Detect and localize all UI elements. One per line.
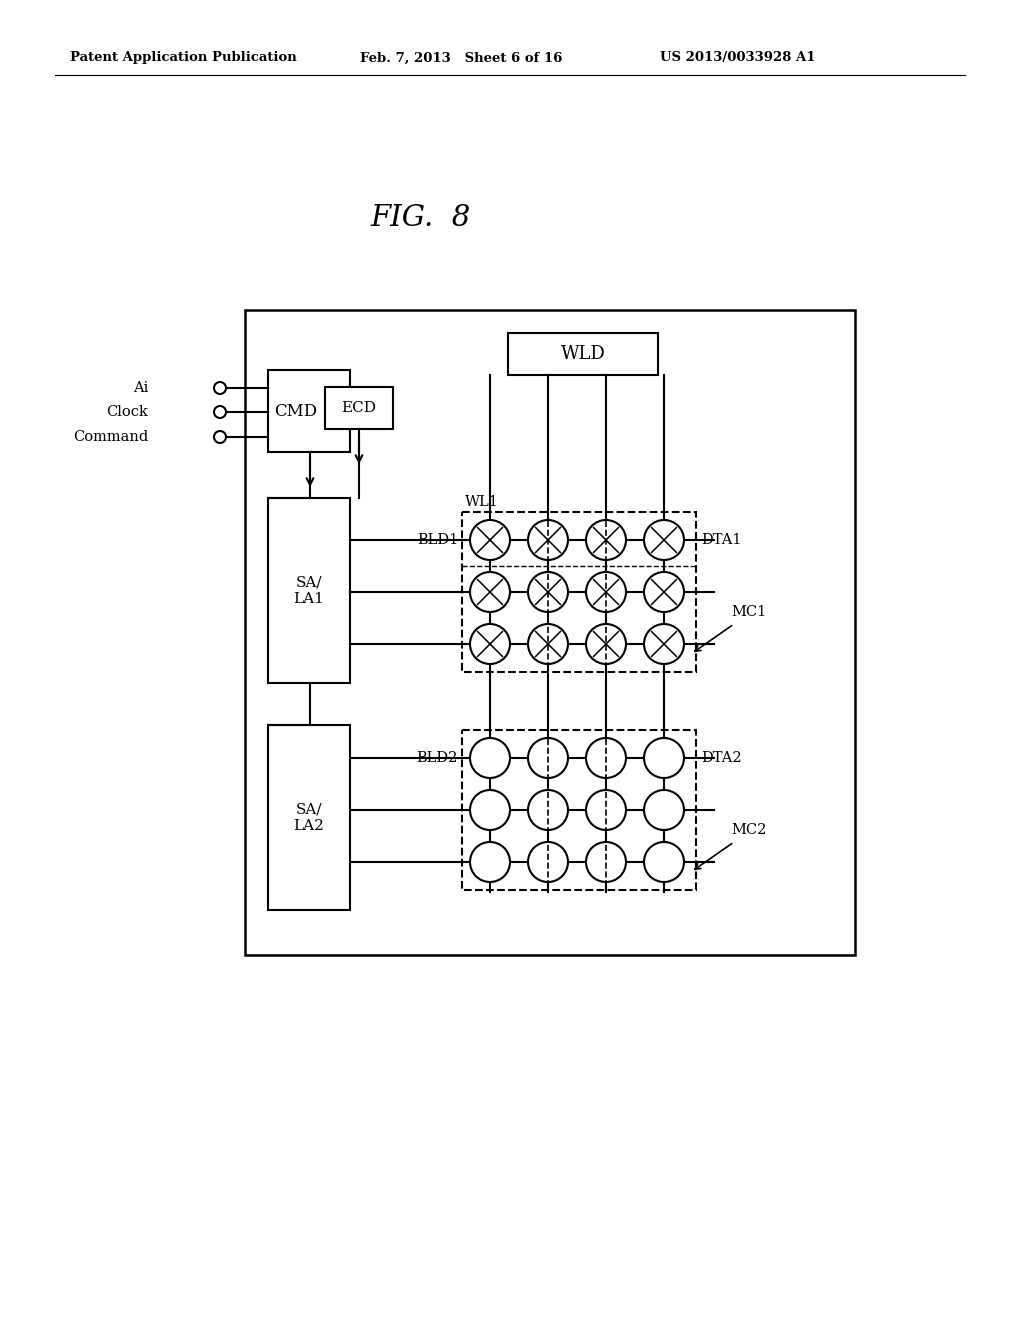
Text: DTA2: DTA2 [701, 751, 741, 766]
Circle shape [586, 572, 626, 612]
Circle shape [528, 842, 568, 882]
Circle shape [586, 520, 626, 560]
Circle shape [470, 789, 510, 830]
Text: Patent Application Publication: Patent Application Publication [70, 51, 297, 65]
Circle shape [644, 520, 684, 560]
Circle shape [470, 624, 510, 664]
Circle shape [586, 624, 626, 664]
Circle shape [644, 789, 684, 830]
Text: WL1: WL1 [465, 495, 499, 510]
Bar [268, 498, 350, 682]
Text: WLD: WLD [560, 345, 605, 363]
Circle shape [214, 432, 226, 444]
Bar [325, 387, 393, 429]
Circle shape [470, 842, 510, 882]
Text: FIG.  8: FIG. 8 [370, 205, 470, 232]
Text: US 2013/0033928 A1: US 2013/0033928 A1 [660, 51, 815, 65]
Circle shape [528, 572, 568, 612]
Text: MC2: MC2 [731, 822, 766, 837]
Circle shape [528, 738, 568, 777]
Bar [245, 310, 855, 954]
Circle shape [528, 624, 568, 664]
Text: Ai: Ai [133, 381, 148, 395]
Bar [462, 512, 696, 672]
Bar [268, 725, 350, 909]
Text: Feb. 7, 2013   Sheet 6 of 16: Feb. 7, 2013 Sheet 6 of 16 [360, 51, 562, 65]
Text: DTA1: DTA1 [701, 533, 741, 546]
Text: SA/
LA1: SA/ LA1 [294, 576, 325, 606]
Circle shape [214, 407, 226, 418]
Text: ECD: ECD [341, 401, 377, 414]
Circle shape [214, 381, 226, 393]
Circle shape [586, 842, 626, 882]
Circle shape [644, 738, 684, 777]
Circle shape [470, 738, 510, 777]
Circle shape [470, 520, 510, 560]
Circle shape [644, 842, 684, 882]
Circle shape [644, 624, 684, 664]
Text: SA/
LA2: SA/ LA2 [294, 803, 325, 833]
Text: Command: Command [73, 430, 148, 444]
Text: BLD2: BLD2 [417, 751, 458, 766]
Circle shape [528, 520, 568, 560]
Bar [462, 730, 696, 890]
Text: CMD: CMD [274, 403, 317, 420]
Bar [508, 333, 658, 375]
Circle shape [470, 572, 510, 612]
Circle shape [528, 789, 568, 830]
Text: BLD1: BLD1 [417, 533, 458, 546]
Bar [268, 370, 350, 451]
Circle shape [586, 789, 626, 830]
Text: MC1: MC1 [731, 605, 766, 619]
Text: Clock: Clock [106, 405, 148, 418]
Circle shape [586, 738, 626, 777]
Circle shape [644, 572, 684, 612]
